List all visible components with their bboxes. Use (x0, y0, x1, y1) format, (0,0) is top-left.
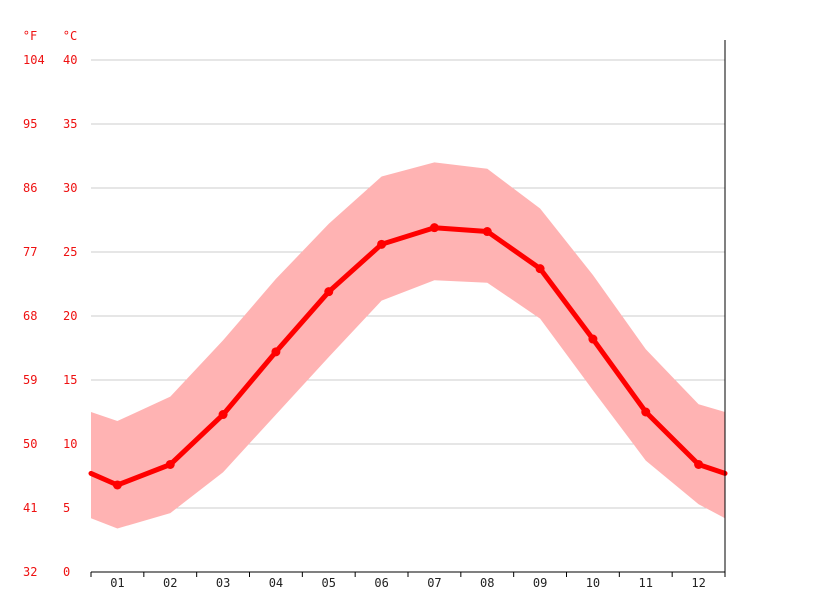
mean-point (112, 480, 122, 490)
axis-labels: °F °C 4010435953086257720681559105054103… (23, 29, 706, 590)
x-tick-label: 10 (586, 576, 600, 590)
mean-points (112, 223, 704, 490)
celsius-unit-label: °C (63, 29, 77, 43)
mean-point (377, 239, 387, 249)
fahrenheit-unit-label: °F (23, 29, 37, 43)
mean-point (694, 459, 704, 469)
y-tick-fahrenheit: 86 (23, 181, 37, 195)
y-tick-celsius: 0 (63, 565, 70, 579)
y-tick-celsius: 10 (63, 437, 77, 451)
x-tick-label: 08 (480, 576, 494, 590)
x-tick-label: 09 (533, 576, 547, 590)
axes (90, 40, 726, 577)
x-tick-label: 02 (163, 576, 177, 590)
mean-point (641, 407, 651, 417)
y-tick-fahrenheit: 68 (23, 309, 37, 323)
mean-point (429, 223, 439, 233)
x-tick-label: 06 (374, 576, 388, 590)
mean-point (271, 347, 281, 357)
x-tick-label: 05 (322, 576, 336, 590)
y-tick-celsius: 40 (63, 53, 77, 67)
y-tick-fahrenheit: 59 (23, 373, 37, 387)
mean-point (165, 459, 175, 469)
y-tick-celsius: 35 (63, 117, 77, 131)
min-max-band (91, 162, 725, 529)
y-tick-celsius: 25 (63, 245, 77, 259)
mean-point (218, 410, 228, 420)
y-tick-fahrenheit: 50 (23, 437, 37, 451)
x-tick-label: 03 (216, 576, 230, 590)
x-tick-label: 01 (110, 576, 124, 590)
mean-point (588, 334, 598, 344)
y-tick-celsius: 5 (63, 501, 70, 515)
y-tick-celsius: 30 (63, 181, 77, 195)
mean-point (482, 227, 492, 237)
mean-point (324, 287, 334, 297)
y-tick-celsius: 15 (63, 373, 77, 387)
y-tick-fahrenheit: 95 (23, 117, 37, 131)
x-tick-label: 04 (269, 576, 283, 590)
x-tick-label: 07 (427, 576, 441, 590)
mean-point (535, 264, 545, 274)
mean-temperature-line (88, 225, 728, 488)
y-tick-celsius: 20 (63, 309, 77, 323)
x-tick-label: 12 (691, 576, 705, 590)
x-tick-label: 11 (639, 576, 653, 590)
y-tick-fahrenheit: 104 (23, 53, 45, 67)
y-tick-fahrenheit: 41 (23, 501, 37, 515)
y-tick-fahrenheit: 77 (23, 245, 37, 259)
y-tick-fahrenheit: 32 (23, 565, 37, 579)
